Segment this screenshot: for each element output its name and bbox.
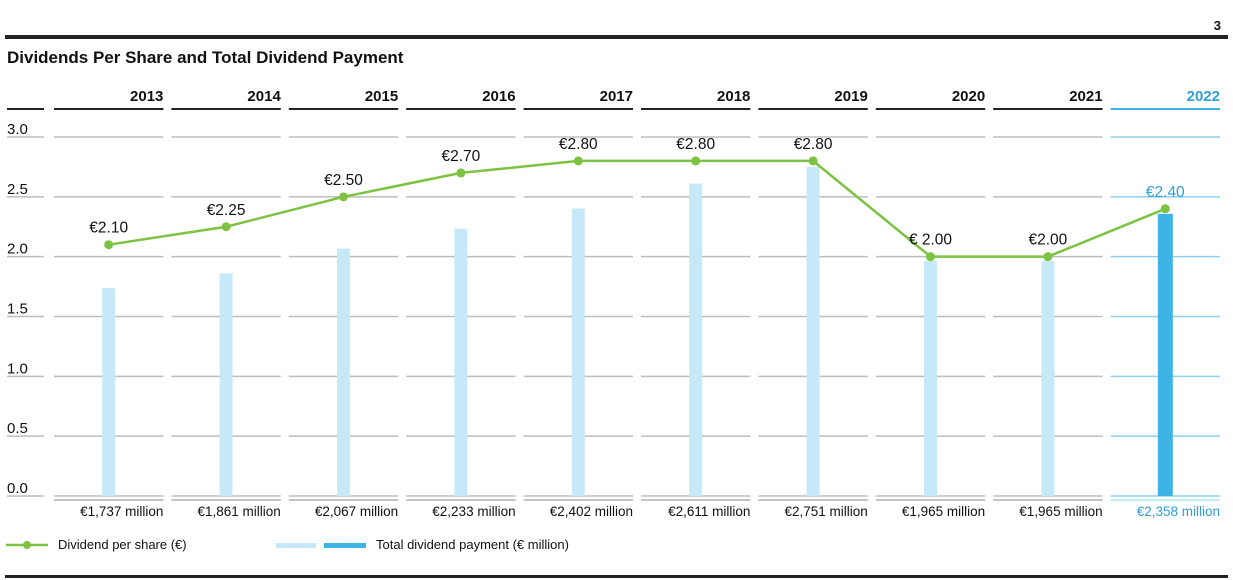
year-label-2019: 2019 — [834, 88, 867, 105]
dividend-value-label: €2.40 — [1146, 184, 1185, 201]
dividend-point-2015 — [339, 192, 348, 202]
dividend-value-label: €2.25 — [207, 202, 246, 219]
bar-total-dividend-2021 — [1041, 260, 1055, 496]
legend-item-dividend-per-share: Dividend per share (€) — [6, 537, 187, 552]
dividend-point-2013 — [104, 240, 114, 250]
dividend-value-label: €2.80 — [794, 136, 833, 153]
dividend-point-2014 — [221, 222, 231, 232]
dividend-point-2017 — [573, 156, 583, 166]
y-tick-label: 2.5 — [7, 181, 28, 198]
dividend-value-label: €2.00 — [1029, 232, 1068, 249]
bar-total-dividend-2018 — [689, 183, 703, 496]
top-rule — [5, 35, 1228, 39]
year-label-2015: 2015 — [365, 88, 398, 105]
bar-total-dividend-2020 — [924, 260, 937, 496]
dividend-point-2021 — [1043, 252, 1053, 262]
dividend-value-label: €2.10 — [89, 220, 128, 237]
bar-value-label: €2,751 million — [784, 504, 867, 519]
bar-total-dividend-2016 — [454, 228, 468, 496]
y-tick-label: 1.0 — [7, 360, 28, 377]
legend-label-total-dividend: Total dividend payment (€ million) — [376, 537, 569, 552]
dividend-point-2019 — [808, 156, 818, 166]
bar-total-dividend-2022 — [1157, 213, 1173, 497]
year-label-2022: 2022 — [1187, 88, 1220, 105]
dividend-value-label: € 2.00 — [909, 232, 952, 249]
bottom-rule — [5, 575, 1228, 578]
dividend-value-label: €2.80 — [559, 136, 598, 153]
y-tick-label: 0.0 — [7, 480, 28, 497]
dividend-point-2016 — [456, 168, 466, 178]
bar-value-label: €1,965 million — [1019, 504, 1102, 519]
legend-label-dividend-per-share: Dividend per share (€) — [58, 537, 187, 552]
year-label-2014: 2014 — [247, 88, 281, 105]
page-number: 3 — [1213, 18, 1221, 33]
dividend-point-2018 — [691, 156, 701, 166]
dividend-point-2020 — [926, 252, 935, 262]
dividend-value-label: €2.80 — [676, 136, 715, 153]
year-label-2016: 2016 — [482, 88, 515, 105]
y-tick-label: 2.0 — [7, 241, 28, 258]
y-tick-label: 3.0 — [7, 121, 28, 138]
year-label-2013: 2013 — [130, 88, 163, 105]
dividend-point-2022 — [1160, 204, 1170, 214]
year-label-2020: 2020 — [952, 88, 985, 105]
bar-total-dividend-2013 — [102, 288, 116, 496]
dividend-per-share-line — [108, 159, 1166, 258]
bar-value-label: €1,737 million — [80, 504, 163, 519]
dividend-value-label: €2.50 — [324, 172, 363, 189]
bar-value-label: €2,402 million — [550, 504, 633, 519]
dividend-chart: 2013 2014 2015 2016 2017 2018 2019 2020 2021 2022… — [7, 88, 1220, 519]
bar-value-label: €2,233 million — [432, 504, 515, 519]
year-label-2018: 2018 — [717, 88, 750, 105]
legend-item-total-dividend: Total dividend payment (€ million) — [276, 537, 569, 552]
bar-value-label: €2,067 million — [315, 504, 398, 519]
bar-value-label: €2,358 million — [1137, 504, 1220, 519]
bar-total-dividend-2017 — [571, 208, 585, 496]
bar-total-dividend-2019 — [806, 166, 820, 496]
year-label-2021: 2021 — [1069, 88, 1102, 105]
legend-line-marker-icon — [6, 540, 48, 549]
legend: Dividend per share (€) Total dividend pa… — [6, 537, 806, 561]
year-label-2017: 2017 — [600, 88, 633, 105]
dividend-value-label: €2.70 — [442, 148, 481, 165]
legend-bar-swatch-icon — [276, 542, 366, 548]
y-tick-label: 0.5 — [7, 420, 28, 437]
bar-total-dividend-2015 — [337, 248, 350, 496]
bar-total-dividend-2014 — [219, 273, 233, 496]
chart-title: Dividends Per Share and Total Dividend P… — [7, 48, 404, 67]
y-tick-label: 1.5 — [7, 301, 28, 318]
bar-value-label: €1,861 million — [197, 504, 280, 519]
bar-value-label: €2,611 million — [668, 504, 750, 519]
bar-value-label: €1,965 million — [902, 504, 985, 519]
